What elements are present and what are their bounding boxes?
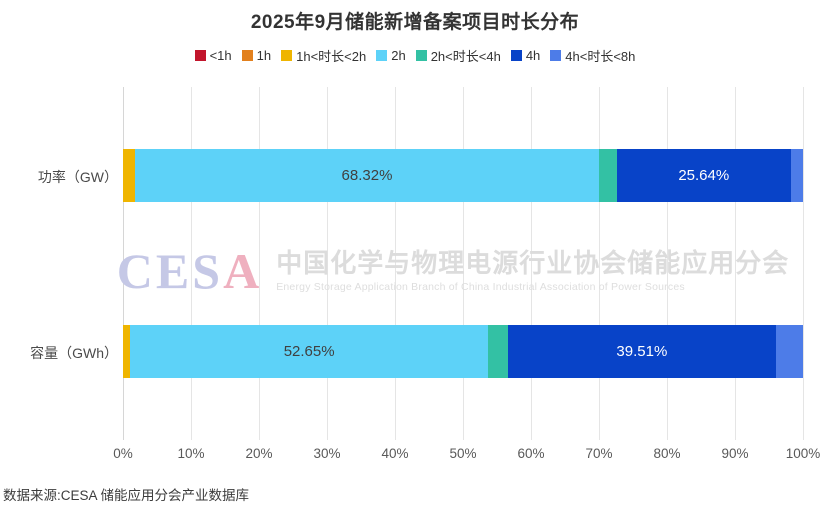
legend-label: 1h<时长<2h	[296, 48, 367, 64]
bar-segment	[599, 149, 617, 202]
legend-item: <1h	[194, 47, 232, 63]
gridline	[395, 87, 396, 440]
x-tick-label: 0%	[113, 446, 133, 461]
bar-segment	[776, 325, 803, 378]
legend-label: 4h<时长<8h	[565, 48, 636, 64]
legend-item: 1h<时长<2h	[281, 46, 366, 65]
gridline	[735, 87, 736, 440]
x-tick-label: 60%	[517, 446, 545, 461]
x-tick-label: 30%	[313, 446, 341, 461]
bar-segment	[123, 325, 131, 378]
bar-segment	[123, 149, 135, 202]
category-label-capacity: 容量（GWh）	[30, 345, 118, 361]
x-tick-label: 90%	[721, 446, 749, 461]
gridline	[327, 87, 328, 440]
bar-segment	[790, 149, 803, 202]
bar-segment: 25.64%	[616, 149, 791, 202]
bar-row-0: 68.32% 25.64%	[123, 149, 803, 202]
bar-segment: 52.65%	[130, 325, 489, 378]
x-tick-label: 20%	[245, 446, 273, 461]
legend-label: 1h	[256, 47, 272, 63]
bar-segment	[488, 325, 508, 378]
legend-swatch-icon	[194, 49, 206, 61]
bar-segment-label: 39.51%	[616, 343, 668, 360]
legend-item: 4h<时长<8h	[550, 46, 635, 65]
gridline	[123, 87, 124, 440]
legend-swatch-icon	[510, 49, 522, 61]
legend-label: 4h	[525, 47, 541, 63]
legend-item: 2h<时长<4h	[415, 46, 501, 65]
bar-row-1: 52.65% 39.51%	[123, 325, 803, 378]
gridline	[599, 87, 600, 440]
legend-label: <1h	[209, 47, 232, 63]
x-tick-label: 40%	[381, 446, 409, 461]
gridline	[463, 87, 464, 440]
plot-area: 68.32% 25.64% 52.65% 39.51%	[123, 87, 804, 440]
bar-segment: 39.51%	[507, 325, 777, 378]
chart-title: 2025年9月储能新增备案项目时长分布	[250, 12, 580, 33]
x-tick-label: 70%	[585, 446, 613, 461]
bar-segment-label: 52.65%	[283, 343, 335, 360]
legend-swatch-icon	[241, 49, 253, 61]
legend: <1h 1h 1h<时长<2h 2h 2h<时长<4h 4h 4h<时长<8h	[0, 46, 830, 64]
legend-item: 1h	[241, 47, 272, 63]
legend-swatch-icon	[415, 49, 427, 61]
bar-segment-label: 25.64%	[678, 167, 730, 184]
legend-swatch-icon	[281, 49, 293, 61]
category-label-power: 功率（GW）	[37, 169, 118, 185]
legend-item: 2h	[376, 47, 406, 63]
legend-item: 4h	[510, 47, 541, 63]
gridline	[667, 87, 668, 440]
x-axis-ticks: 0% 10% 20% 30% 40% 50% 60% 70% 80% 90% 100%	[113, 446, 820, 464]
legend-swatch-icon	[550, 49, 562, 61]
bar-segment: 68.32%	[134, 149, 600, 202]
x-tick-label: 80%	[653, 446, 681, 461]
legend-swatch-icon	[376, 49, 388, 61]
legend-label: 2h	[391, 47, 406, 63]
x-tick-label: 10%	[177, 446, 205, 461]
source-note: 数据来源:CESA 储能应用分会产业数据库	[3, 488, 250, 503]
gridline	[259, 87, 260, 440]
x-tick-label: 100%	[785, 446, 821, 461]
gridline	[803, 87, 804, 440]
legend-label: 2h<时长<4h	[430, 48, 501, 64]
bar-segment-label: 68.32%	[341, 167, 393, 184]
x-tick-label: 50%	[449, 446, 477, 461]
gridline	[191, 87, 192, 440]
gridline	[531, 87, 532, 440]
